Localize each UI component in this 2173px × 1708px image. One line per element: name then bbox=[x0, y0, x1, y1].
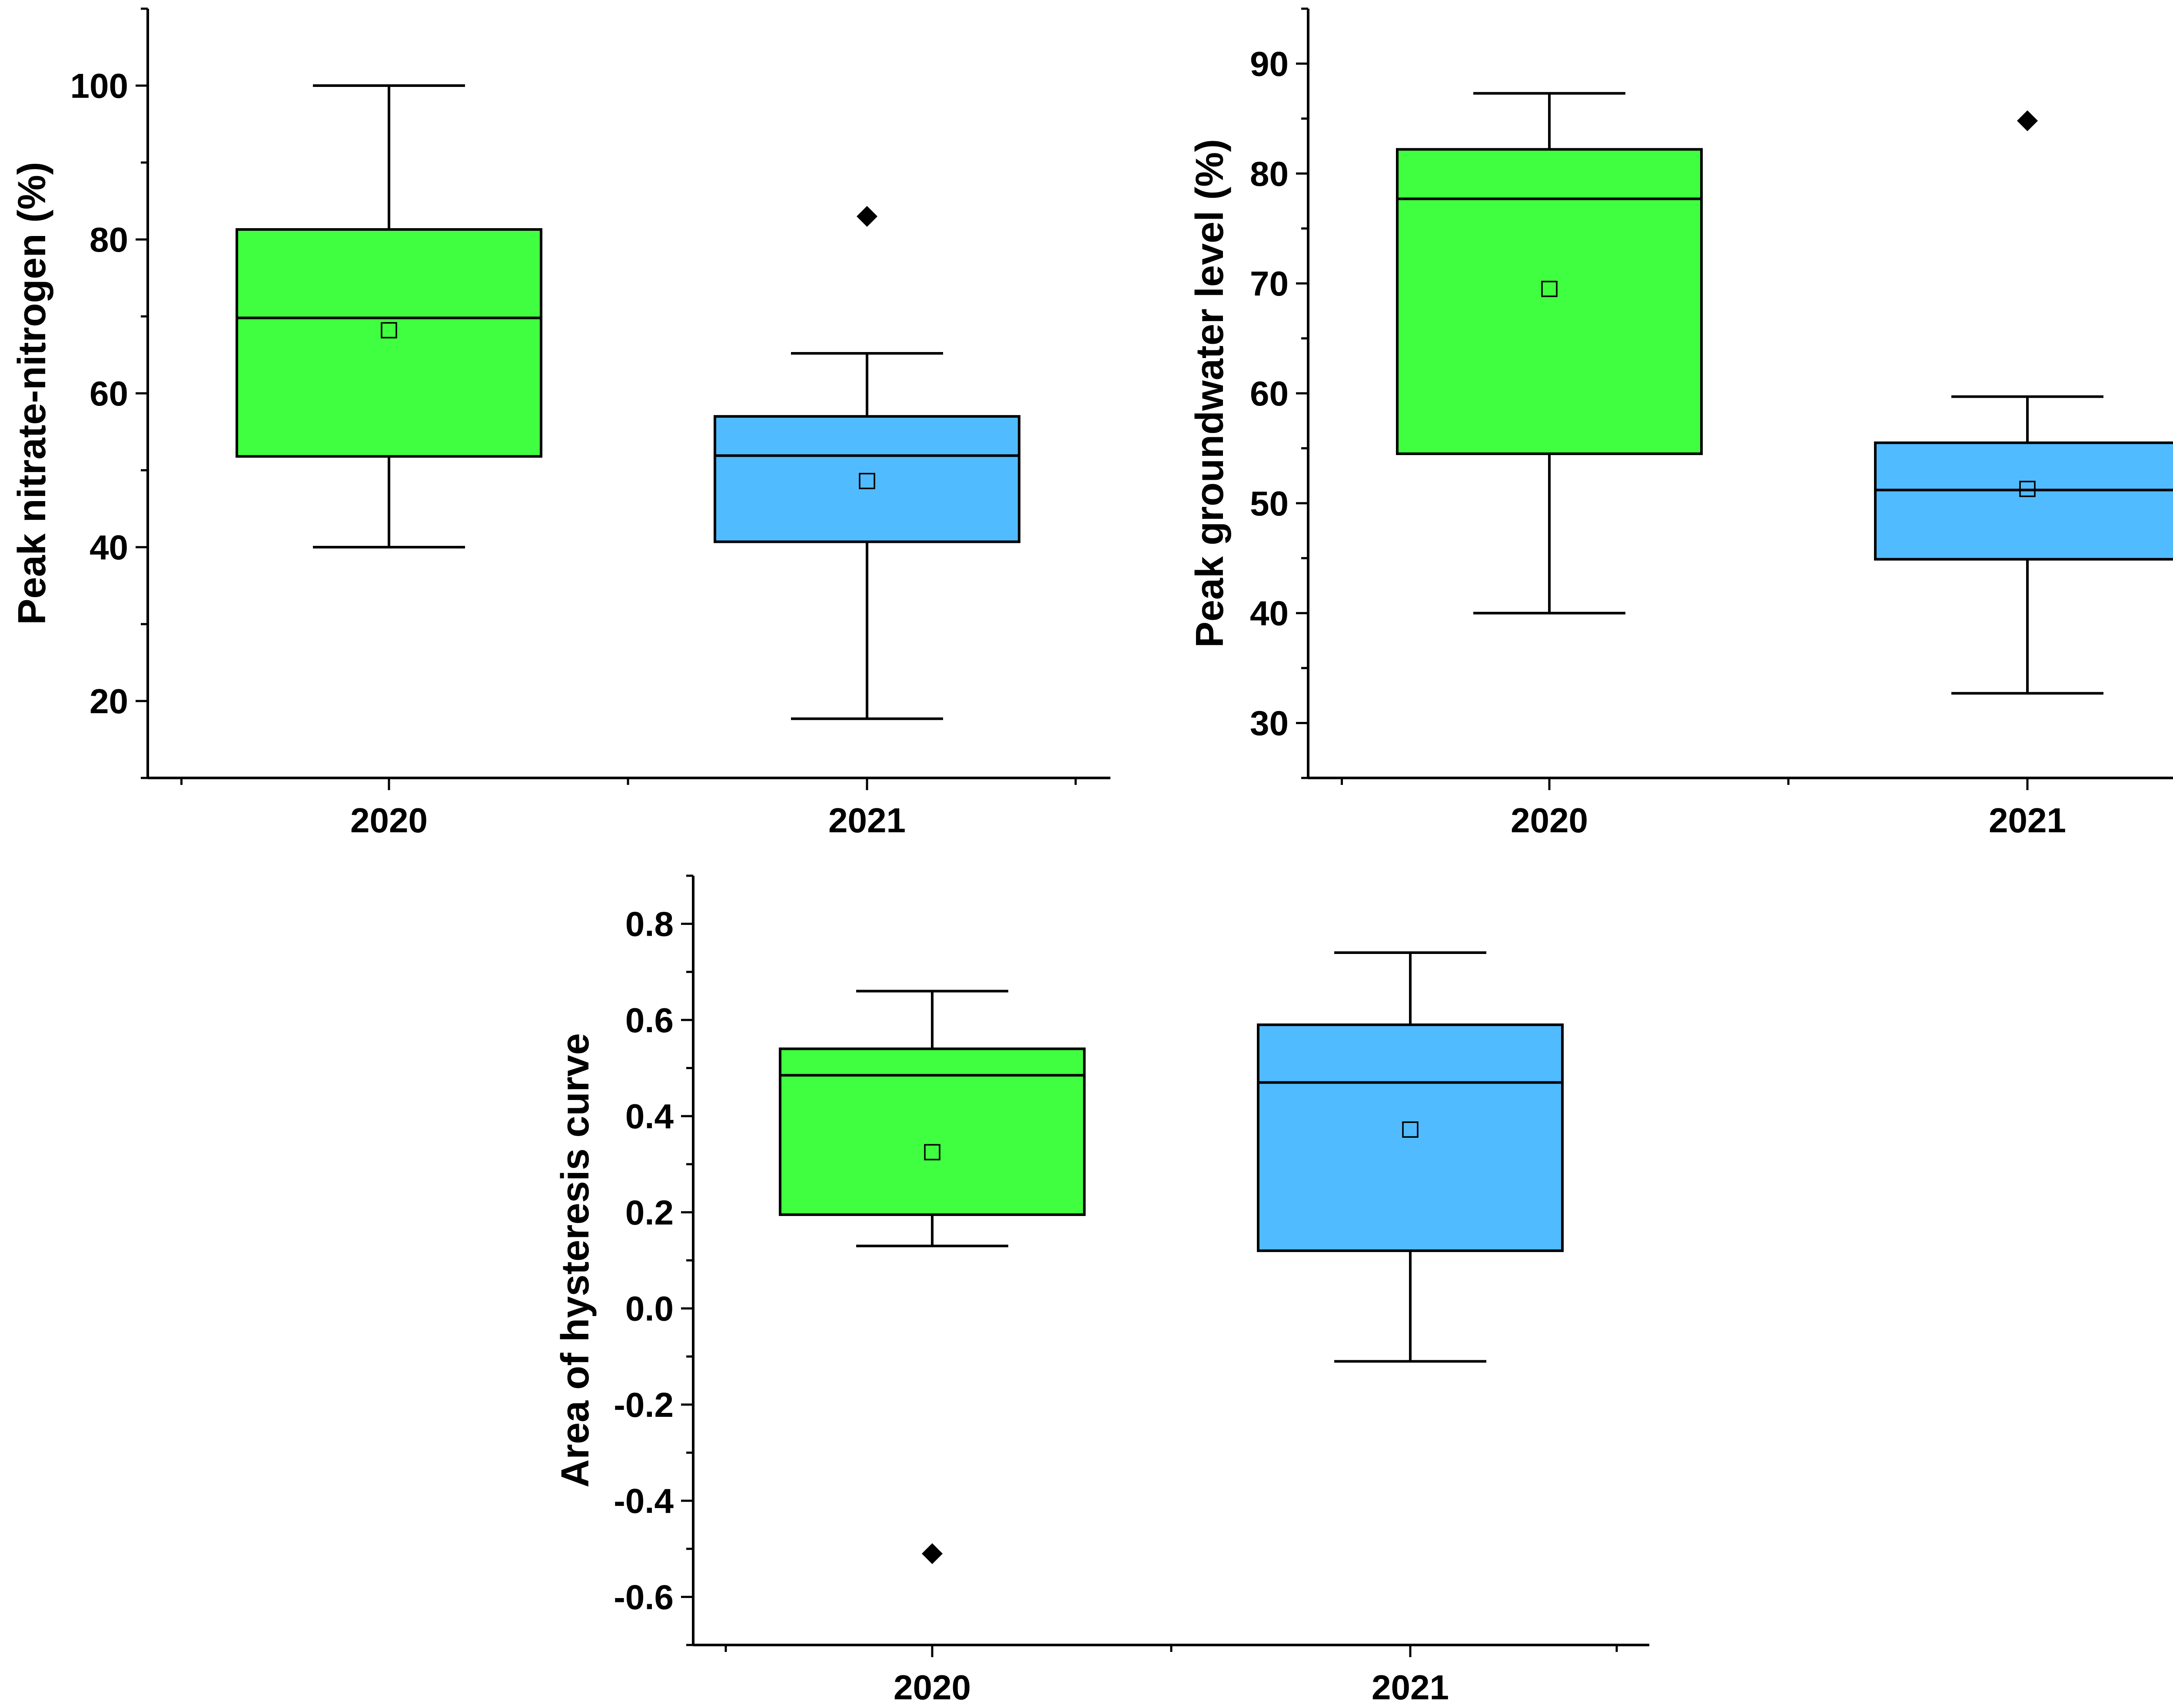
y-tick-label: 30 bbox=[1250, 704, 1289, 743]
chart-panel-3: -0.6 -0.4 -0.2 0.0 0.2 0.4 0.6 0.8 Area of hyste… bbox=[554, 874, 1649, 1707]
y-tick-label: 0.6 bbox=[625, 1001, 674, 1040]
x-tick-label: 2021 bbox=[1989, 801, 2066, 840]
chart-panel-1: 20 40 60 80 100 Peak nitrate-nitrogen (%) 2020… bbox=[10, 7, 1110, 840]
chart-panel-2: 30 40 50 60 70 80 90 Peak groundwater level (%)… bbox=[1188, 7, 2173, 840]
x-tick-label: 2021 bbox=[1372, 1668, 1449, 1707]
box-2021 bbox=[714, 206, 1020, 720]
iqr-box bbox=[1874, 441, 2173, 561]
y-tick-label: 20 bbox=[90, 682, 128, 721]
y-tick-label: -0.6 bbox=[614, 1578, 674, 1616]
y-tick-label: 100 bbox=[70, 66, 128, 105]
x-tick-label: 2020 bbox=[350, 801, 428, 840]
y-axis-title: Area of hysteresis curve bbox=[554, 1033, 597, 1488]
iqr-box bbox=[714, 415, 1020, 543]
iqr-box bbox=[1396, 148, 1703, 455]
y-tick-label: -0.4 bbox=[614, 1482, 674, 1520]
mean-marker bbox=[859, 473, 875, 489]
box-2021 bbox=[1257, 951, 1564, 1363]
y-tick-label: -0.2 bbox=[614, 1386, 674, 1424]
y-axis-title: Peak groundwater level (%) bbox=[1188, 139, 1232, 648]
iqr-box bbox=[779, 1047, 1086, 1216]
x-tick-label: 2020 bbox=[1511, 801, 1588, 840]
y-tick-label: 0.0 bbox=[625, 1289, 674, 1328]
box-2021 bbox=[1874, 110, 2173, 695]
x-tick-label: 2021 bbox=[828, 801, 906, 840]
y-tick-label: 50 bbox=[1250, 484, 1289, 523]
y-tick-label: 60 bbox=[1250, 374, 1289, 413]
x-tick-label: 2020 bbox=[894, 1668, 971, 1707]
mean-marker bbox=[1402, 1121, 1419, 1138]
y-tick-label: 0.2 bbox=[625, 1193, 674, 1232]
y-tick-label: 80 bbox=[90, 220, 128, 259]
mean-marker bbox=[924, 1144, 940, 1160]
y-axis-title: Peak nitrate-nitrogen (%) bbox=[10, 162, 54, 625]
mean-marker bbox=[2019, 481, 2036, 497]
box-2020 bbox=[1396, 92, 1703, 615]
box-2020 bbox=[779, 990, 1086, 1564]
iqr-box bbox=[236, 228, 542, 458]
outlier-point bbox=[922, 1543, 943, 1564]
y-tick-label: 60 bbox=[90, 374, 128, 413]
y-tick-label: 0.4 bbox=[625, 1097, 674, 1136]
mean-marker bbox=[1541, 281, 1558, 297]
y-tick-label: 90 bbox=[1250, 44, 1289, 83]
outlier-point bbox=[857, 206, 877, 227]
y-tick-label: 40 bbox=[90, 528, 128, 567]
y-tick-label: 70 bbox=[1250, 264, 1289, 303]
iqr-box bbox=[1257, 1023, 1564, 1252]
box-2020 bbox=[236, 84, 542, 548]
mean-marker bbox=[381, 322, 397, 339]
y-tick-label: 80 bbox=[1250, 154, 1289, 193]
outlier-point bbox=[2017, 110, 2038, 131]
y-tick-label: 40 bbox=[1250, 594, 1289, 633]
y-tick-label: 0.8 bbox=[625, 905, 674, 944]
